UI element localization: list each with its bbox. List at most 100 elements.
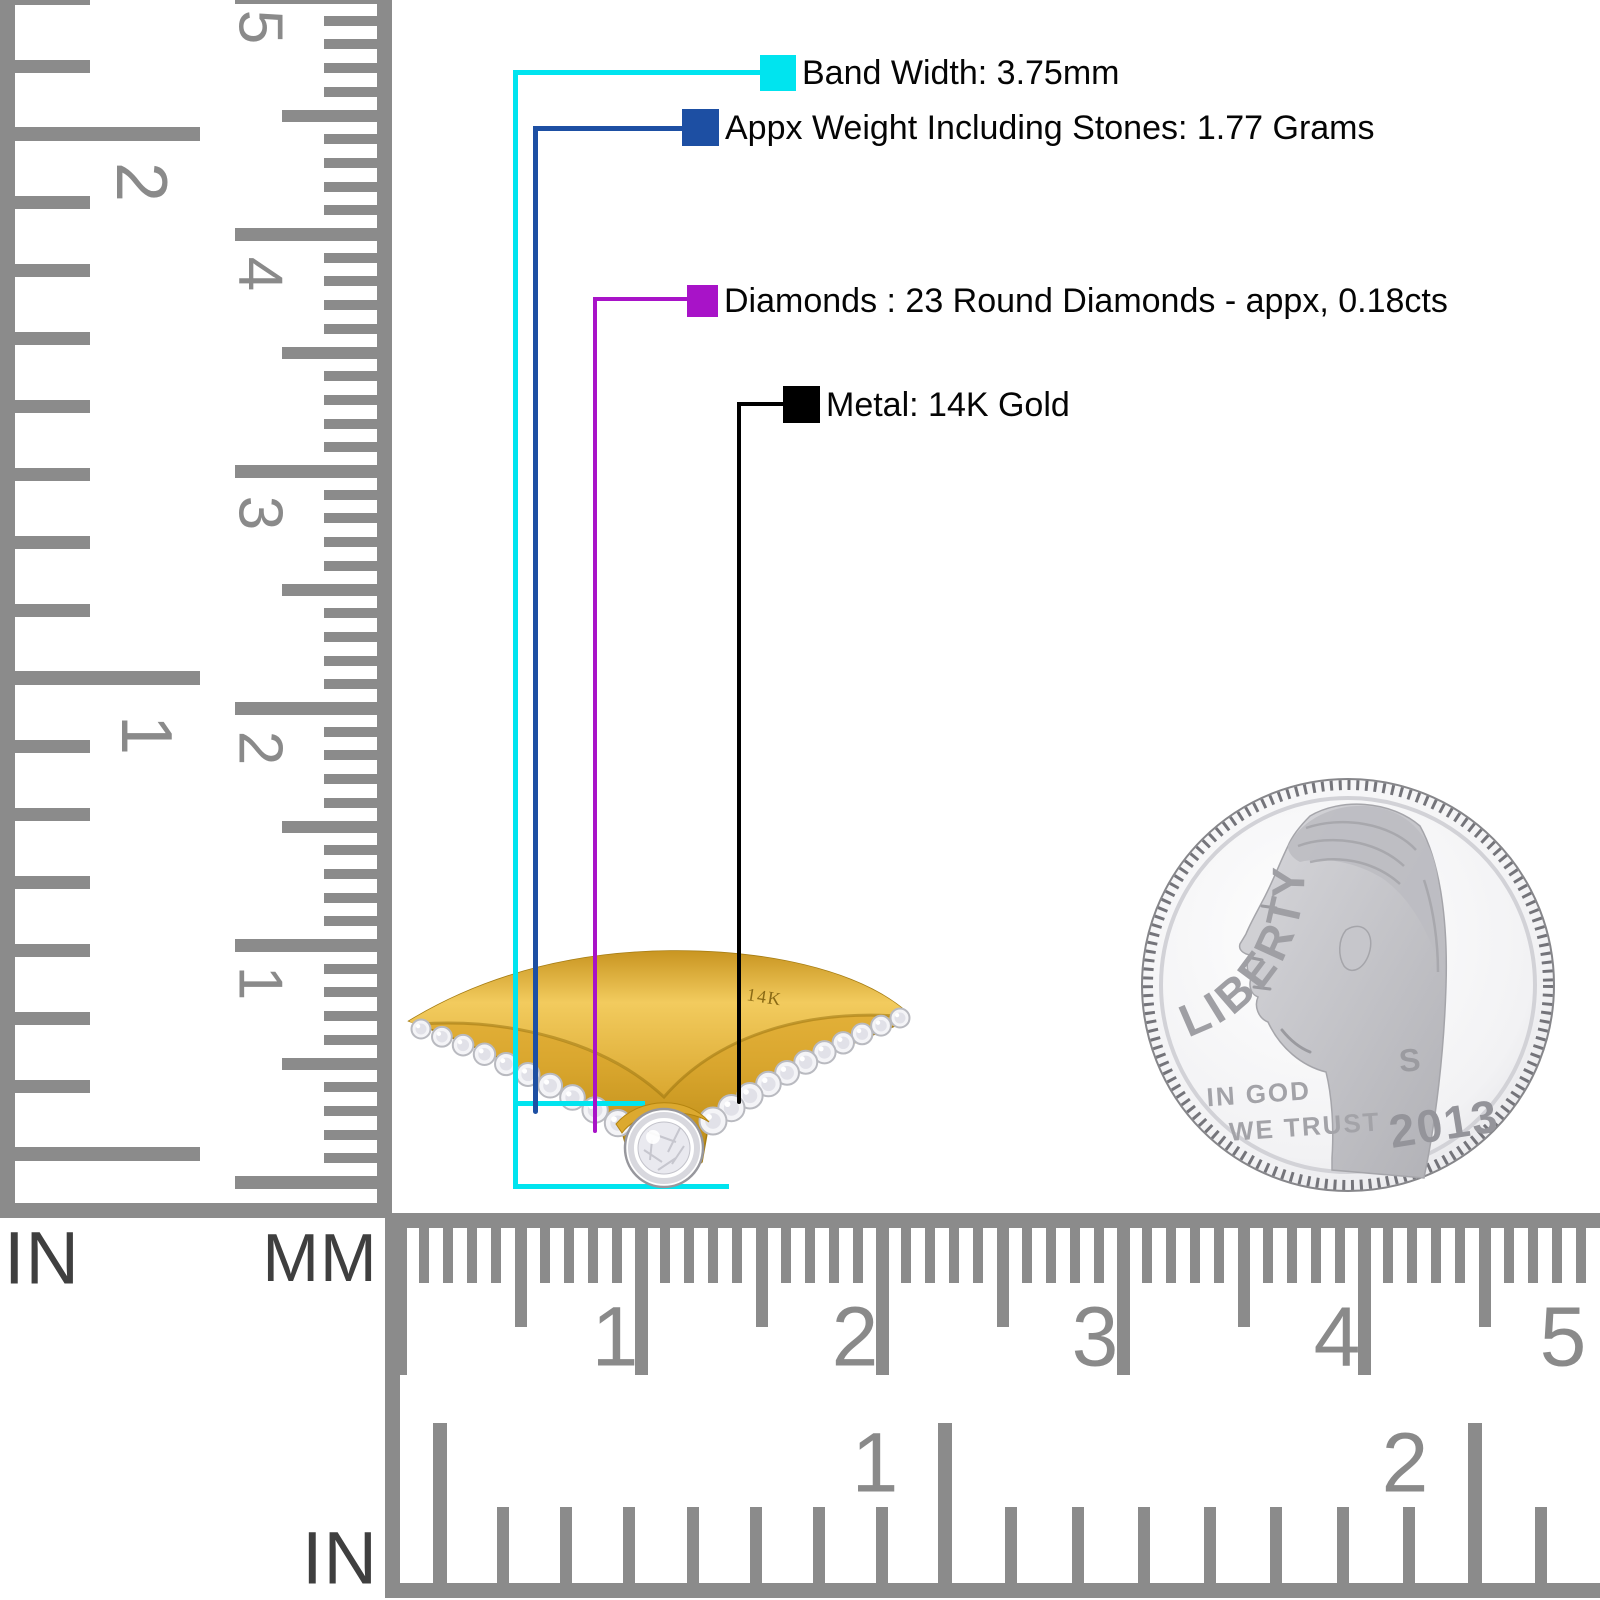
bottom-ruler-half-cm-tick — [755, 1228, 768, 1327]
bottom-ruler-mm-tick — [1575, 1228, 1586, 1283]
ring-center-bezel — [615, 1102, 710, 1189]
bottom-ruler-mm-tick — [1503, 1228, 1514, 1283]
bottom-ruler-mm-tick — [1142, 1228, 1153, 1283]
bottom-ruler-mm-tick — [1551, 1228, 1562, 1283]
left-ruler-inch-minor-tick — [15, 0, 90, 5]
bottom-ruler-mm-tick — [684, 1228, 695, 1283]
annotation-band-width: Band Width: 3.75mm — [760, 55, 1119, 91]
left-ruler-bottom-bar — [0, 1203, 392, 1218]
left-ruler-cm-tick — [235, 465, 377, 478]
bottom-ruler-mm-tick — [1093, 1228, 1104, 1283]
bottom-ruler-mm-tick — [1286, 1228, 1297, 1283]
bottom-ruler-half-cm-tick — [996, 1228, 1009, 1327]
left-ruler-mm-tick — [324, 63, 377, 74]
metal-label: Metal: 14K Gold — [826, 385, 1070, 424]
left-ruler-mm-tick — [324, 679, 377, 690]
bottom-ruler-inch-major-tick — [938, 1423, 952, 1583]
coin-motto-line1: IN GOD — [1206, 1075, 1312, 1112]
bottom-ruler-mm-tick — [973, 1228, 984, 1283]
left-ruler-mm-tick — [324, 276, 377, 287]
annotation-diamonds: Diamonds : 23 Round Diamonds - appx, 0.1… — [687, 284, 1448, 318]
bottom-ruler-mm-tick — [491, 1228, 502, 1283]
left-ruler-inch-minor-tick — [15, 1080, 90, 1093]
ring-diamond-highlight — [543, 1079, 550, 1085]
left-ruler-mm-tick — [324, 157, 377, 168]
bottom-ruler-inch-major-tick — [433, 1423, 447, 1583]
left-ruler-inch-major-tick — [15, 127, 200, 141]
ring-band-inner-edge — [419, 1013, 897, 1100]
bottom-ruler-inch-minor-tick — [812, 1507, 825, 1583]
bottom-ruler-cm-number: 4 — [1313, 1289, 1361, 1384]
coin-reeded-edge — [1143, 780, 1553, 1190]
left-ruler-inch-minor-tick — [15, 876, 90, 889]
bottom-ruler-inch-minor-tick — [1270, 1507, 1283, 1583]
left-ruler-cm-tick — [235, 939, 377, 952]
ring-diamond-highlight — [566, 1091, 572, 1097]
bottom-ruler-inch-minor-tick — [1402, 1507, 1415, 1583]
ring-diamond-highlight — [837, 1037, 843, 1042]
roosevelt-hair — [1288, 805, 1444, 980]
bottom-ruler-mm-tick — [828, 1228, 839, 1283]
bottom-ruler-mm-tick — [1214, 1228, 1225, 1283]
bottom-ruler-cm-number: 3 — [1071, 1289, 1119, 1384]
left-ruler-mm-tick — [324, 608, 377, 619]
bottom-ruler-half-cm-tick — [1478, 1228, 1491, 1327]
ring-diamond-highlight — [436, 1031, 442, 1036]
bottom-ruler-cm-tick — [635, 1228, 648, 1375]
bottom-ruler-mm-tick — [949, 1228, 960, 1283]
bottom-ruler-cm-tick — [394, 1228, 407, 1375]
bottom-ruler-mm-tick — [1045, 1228, 1056, 1283]
bottom-ruler-mm-tick — [732, 1228, 743, 1283]
bottom-ruler-inch-minor-tick — [1071, 1507, 1084, 1583]
bottom-ruler-mm-tick — [804, 1228, 815, 1283]
bottom-ruler-mm-tick — [780, 1228, 791, 1283]
bottom-ruler-cm-number: 1 — [591, 1289, 639, 1384]
annotation-metal: Metal: 14K Gold — [783, 386, 1070, 423]
left-ruler-mm-tick — [324, 205, 377, 216]
ring-band-top-surface — [409, 950, 903, 1097]
bottom-ruler-mm-tick — [925, 1228, 936, 1283]
bottom-ruler-inch-minor-tick — [560, 1507, 573, 1583]
bottom-ruler-inch-minor-tick — [1336, 1507, 1349, 1583]
left-ruler-mm-tick — [324, 1153, 377, 1164]
left-ruler-cm-number: 4 — [225, 256, 295, 292]
bottom-ruler-inch-minor-tick — [686, 1507, 699, 1583]
left-ruler-cm-tick — [235, 702, 377, 715]
left-ruler-cm-tick — [235, 1176, 377, 1189]
ring-diamond-highlight — [416, 1024, 421, 1029]
left-ruler-mm-tick — [324, 631, 377, 642]
left-ruler-inch-minor-tick — [15, 740, 90, 753]
left-ruler-cm-number: 2 — [225, 730, 295, 766]
band-width-label: Band Width: 3.75mm — [802, 54, 1120, 92]
bottom-ruler-half-cm-tick — [1237, 1228, 1250, 1327]
left-ruler-mm-tick — [324, 655, 377, 666]
roosevelt-ear — [1339, 925, 1372, 971]
left-ruler-mm-tick — [324, 39, 377, 50]
bottom-ruler-mm-tick — [1190, 1228, 1201, 1283]
left-ruler-inch-minor-tick — [15, 468, 90, 481]
left-ruler-half-cm-tick — [282, 346, 377, 359]
ring-diamond-highlight — [478, 1048, 484, 1054]
bottom-ruler-mm-tick — [443, 1228, 454, 1283]
bottom-ruler-mm-tick — [708, 1228, 719, 1283]
left-ruler-mm-tick — [324, 181, 377, 192]
bottom-ruler-mm-tick — [467, 1228, 478, 1283]
bottom-ruler-mm-tick — [1069, 1228, 1080, 1283]
bottom-ruler-mm-tick — [1021, 1228, 1032, 1283]
left-ruler-cm-tick — [235, 228, 377, 241]
left-ruler-cm-number: 5 — [225, 9, 295, 45]
bottom-ruler-mm-tick — [1407, 1228, 1418, 1283]
bezel-ring — [628, 1112, 700, 1184]
bottom-ruler-mm-tick — [901, 1228, 912, 1283]
left-ruler-mm-tick — [324, 892, 377, 903]
roosevelt-face-lines — [1250, 904, 1312, 1054]
left-ruler-mm-tick — [324, 1105, 377, 1116]
bottom-ruler-cm-tick — [1117, 1228, 1130, 1375]
left-ruler-mm-tick — [324, 560, 377, 571]
bottom-ruler-mm-tick — [660, 1228, 671, 1283]
bottom-ruler-mm-tick — [611, 1228, 622, 1283]
bottom-ruler-mm-tick — [1527, 1228, 1538, 1283]
dime-coin: LIBERTY IN GOD WE TRUST S 2013 — [1141, 778, 1555, 1192]
left-ruler-mm-tick — [324, 868, 377, 879]
left-ruler-mm-tick — [324, 1129, 377, 1140]
